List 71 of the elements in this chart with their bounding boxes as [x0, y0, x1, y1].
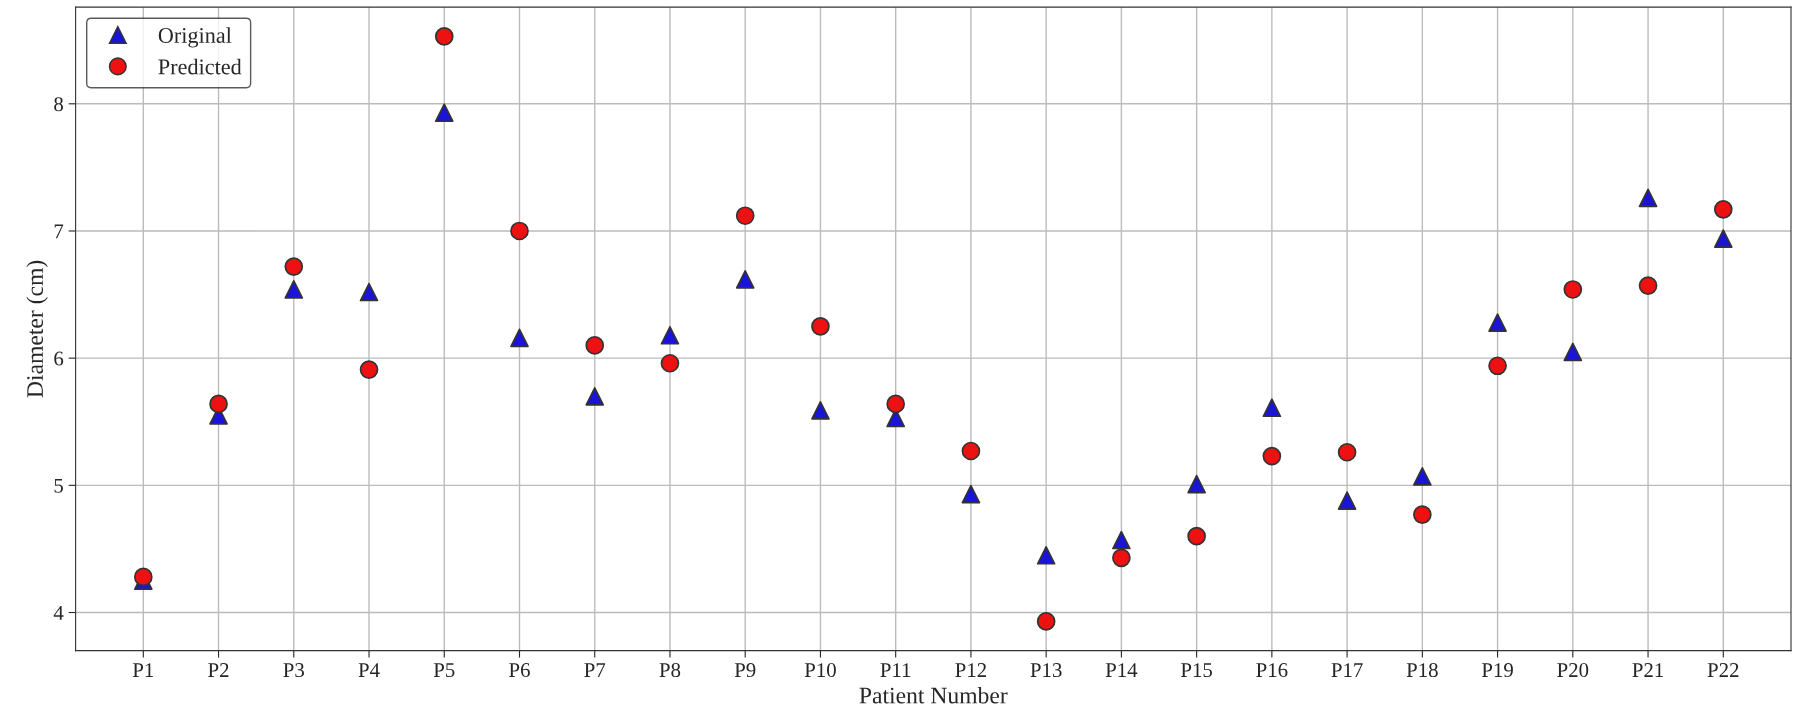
- point: [434, 103, 454, 123]
- point: [1488, 356, 1507, 376]
- x-axis-title: Patient Number: [859, 686, 1008, 704]
- point: [961, 484, 981, 504]
- point: [585, 336, 605, 355]
- point: [1713, 200, 1733, 219]
- point: [209, 394, 228, 414]
- legend-label: Predicted: [158, 58, 242, 75]
- point: [1187, 474, 1206, 494]
- x-tick-label: P16: [1256, 663, 1288, 678]
- point: [1488, 313, 1507, 332]
- point: [1036, 612, 1056, 631]
- x-tick-label: P12: [955, 663, 986, 677]
- point: [510, 328, 529, 348]
- x-tick-label: P7: [584, 663, 606, 677]
- point: [1187, 526, 1206, 546]
- x-tick-label: P1: [132, 663, 154, 677]
- x-tick-label: P11: [880, 663, 911, 677]
- x-tick-label: P4: [358, 663, 380, 677]
- x-tick-label: P15: [1181, 663, 1213, 678]
- x-tick-label: P21: [1632, 663, 1664, 677]
- y-tick-label: 7: [54, 224, 64, 239]
- x-tick-label: P17: [1331, 663, 1363, 677]
- point: [1563, 280, 1583, 299]
- x-tick-label: P3: [283, 663, 304, 678]
- y-tick-label: 5: [54, 478, 63, 493]
- x-tick-label: P6: [509, 663, 530, 678]
- x-tick-label: P2: [208, 663, 229, 677]
- x-tick-label: P9: [734, 663, 756, 678]
- x-tick-label: P14: [1105, 663, 1138, 677]
- point: [886, 394, 906, 414]
- x-tick-label: P10: [804, 663, 836, 678]
- point: [1412, 467, 1432, 486]
- point: [585, 386, 605, 406]
- point: [1262, 446, 1282, 466]
- x-tick-label: P8: [659, 663, 681, 678]
- point: [735, 206, 755, 226]
- point: [1112, 548, 1131, 568]
- point: [359, 360, 379, 379]
- point: [660, 325, 680, 345]
- point: [1036, 545, 1056, 565]
- point: [660, 353, 680, 373]
- y-axis-title: Diameter (cm): [26, 260, 48, 398]
- point: [1412, 505, 1432, 524]
- point: [811, 400, 830, 420]
- point: [359, 282, 379, 302]
- x-tick-label: P19: [1481, 663, 1513, 678]
- point: [1337, 442, 1357, 462]
- x-tick-label: P20: [1557, 663, 1589, 678]
- y-tick-label: 6: [54, 351, 64, 366]
- point: [1713, 229, 1733, 248]
- point: [961, 441, 981, 461]
- point: [284, 257, 304, 276]
- point: [434, 27, 454, 46]
- legend-label: Original: [158, 27, 232, 48]
- x-tick-label: P18: [1406, 663, 1438, 678]
- x-tick-label: P22: [1707, 663, 1739, 677]
- y-tick-label: 4: [53, 606, 64, 620]
- y-tick-label: 8: [54, 97, 63, 112]
- point: [1337, 491, 1357, 510]
- point: [284, 280, 304, 299]
- point: [1112, 530, 1131, 550]
- point: [735, 269, 755, 289]
- point: [1638, 276, 1658, 296]
- x-tick-label: P13: [1030, 663, 1062, 678]
- point: [1262, 398, 1282, 418]
- point: [1638, 188, 1658, 208]
- point: [510, 221, 529, 241]
- point: [1563, 342, 1583, 362]
- x-tick-label: P5: [433, 663, 455, 678]
- point: [811, 317, 830, 336]
